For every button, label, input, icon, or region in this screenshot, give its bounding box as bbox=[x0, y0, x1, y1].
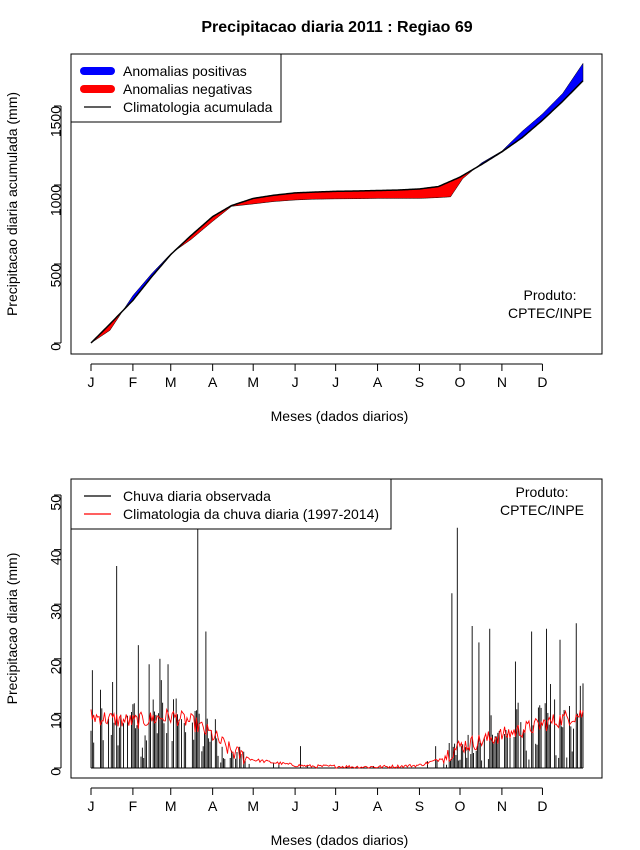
y-tick-label: 0 bbox=[48, 768, 64, 776]
legend: Chuva diaria observada Climatologia da ch… bbox=[70, 478, 392, 530]
legend-label: Chuva diaria observada bbox=[123, 488, 271, 504]
x-axis: J F M A M J J A S O N D Meses (dados diarios) bbox=[88, 787, 548, 848]
daily-precipitation-panel: J F M A M J J A S O N D Meses (dados diarios) 0 10 20 30… bbox=[4, 478, 603, 848]
plot-frame bbox=[70, 53, 603, 355]
y-axis: 0 500 1000 1500 Precipitacao diaria acumulad… bbox=[4, 92, 64, 351]
observed-daily-bars bbox=[90, 527, 584, 768]
product-label: Produto: bbox=[516, 484, 569, 500]
y-tick-label: 0 bbox=[48, 343, 64, 351]
x-tick-label: D bbox=[537, 374, 547, 390]
y-tick-label: 10 bbox=[48, 713, 64, 729]
x-tick-label: M bbox=[247, 374, 259, 390]
x-tick-label: O bbox=[455, 374, 466, 390]
x-tick-label: A bbox=[208, 374, 218, 390]
chart-title: Precipitacao diaria 2011 : Regiao 69 bbox=[201, 19, 472, 36]
x-tick-label: F bbox=[129, 798, 138, 814]
product-credit: Produto: CPTEC/INPE bbox=[508, 287, 592, 321]
y-tick-label: 50 bbox=[48, 495, 64, 511]
y-tick-label: 1500 bbox=[48, 106, 64, 137]
y-tick-label: 30 bbox=[48, 604, 64, 620]
positive-anomaly-area bbox=[475, 62, 584, 169]
x-tick-label: M bbox=[165, 374, 177, 390]
x-axis: J F M A M J J A S O N D Meses (dados diarios) bbox=[88, 363, 548, 424]
y-tick-label: 1000 bbox=[48, 185, 64, 216]
legend-label: Anomalias positivas bbox=[123, 63, 247, 79]
negative-anomaly-area bbox=[174, 167, 476, 252]
climatology-cumulative-line bbox=[90, 80, 584, 344]
legend: Anomalias positivas Anomalias negativas Cl… bbox=[70, 53, 282, 123]
x-tick-label: J bbox=[292, 374, 299, 390]
x-tick-label: M bbox=[165, 798, 177, 814]
x-axis-label: Meses (dados diarios) bbox=[271, 832, 409, 848]
x-tick-label: A bbox=[208, 798, 218, 814]
y-tick-label: 500 bbox=[48, 264, 64, 288]
y-axis-label: Precipitacao diaria acumulada (mm) bbox=[4, 92, 20, 316]
x-tick-label: J bbox=[332, 374, 339, 390]
x-tick-label: F bbox=[129, 374, 138, 390]
x-tick-label: D bbox=[537, 798, 547, 814]
product-credit: Produto: CPTEC/INPE bbox=[500, 484, 584, 518]
x-tick-label: S bbox=[415, 798, 424, 814]
cumulative-precipitation-panel: J F M A M J J A S O N D Meses (dados diarios) 0 500 100… bbox=[4, 53, 603, 424]
y-axis-label: Precipitacao diaria (mm) bbox=[4, 553, 20, 705]
x-tick-label: N bbox=[497, 374, 507, 390]
y-tick-label: 20 bbox=[48, 659, 64, 675]
legend-label: Anomalias negativas bbox=[123, 81, 252, 97]
legend-box bbox=[70, 478, 392, 530]
x-tick-label: A bbox=[373, 798, 383, 814]
legend-label: Climatologia da chuva diaria (1997-2014) bbox=[123, 506, 379, 522]
x-axis-label: Meses (dados diarios) bbox=[271, 408, 409, 424]
product-source: CPTEC/INPE bbox=[508, 305, 592, 321]
x-tick-label: J bbox=[88, 374, 95, 390]
x-tick-label: J bbox=[292, 798, 299, 814]
legend-label: Climatologia acumulada bbox=[123, 99, 273, 115]
x-tick-label: S bbox=[415, 374, 424, 390]
x-tick-label: A bbox=[373, 374, 383, 390]
x-tick-label: M bbox=[247, 798, 259, 814]
x-tick-label: J bbox=[332, 798, 339, 814]
product-source: CPTEC/INPE bbox=[500, 502, 584, 518]
x-tick-label: O bbox=[455, 798, 466, 814]
x-tick-label: N bbox=[497, 798, 507, 814]
climatology-daily-line bbox=[90, 707, 584, 769]
x-tick-label: J bbox=[88, 798, 95, 814]
product-label: Produto: bbox=[524, 287, 577, 303]
y-tick-label: 40 bbox=[48, 549, 64, 565]
y-axis: 0 10 20 30 40 50 Precipitacao diaria (mm) bbox=[4, 494, 64, 776]
